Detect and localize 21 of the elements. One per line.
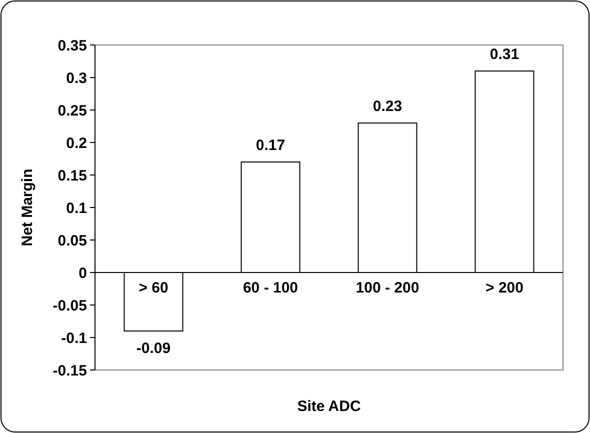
y-tick-label: 0.2 <box>66 134 87 152</box>
data-label: 0.31 <box>490 46 520 63</box>
data-label: 0.17 <box>256 137 286 154</box>
y-tick-label: -0.15 <box>52 362 87 380</box>
y-tick-label: 0 <box>78 264 87 282</box>
y-tick-label: 0.3 <box>66 70 87 87</box>
x-axis-title: Site ADC <box>297 398 361 415</box>
y-tick-label: 0.05 <box>58 232 87 250</box>
y-tick-label: 0.25 <box>58 102 87 120</box>
y-axis-title: Net Margin <box>19 168 36 246</box>
y-tick-label: 0.35 <box>58 37 87 54</box>
data-label: 0.23 <box>372 98 402 115</box>
x-tick-label: 100 - 200 <box>356 280 420 296</box>
y-tick-label: 0.15 <box>58 167 87 184</box>
data-label: -0.09 <box>136 340 171 357</box>
y-tick-label: -0.05 <box>52 297 87 314</box>
x-tick-label: > 200 <box>486 280 524 296</box>
x-tick-label: 60 - 100 <box>242 280 298 296</box>
y-tick-label: 0.1 <box>66 200 87 217</box>
y-tick-label: -0.1 <box>61 330 87 347</box>
x-tick-label: > 60 <box>138 280 168 296</box>
